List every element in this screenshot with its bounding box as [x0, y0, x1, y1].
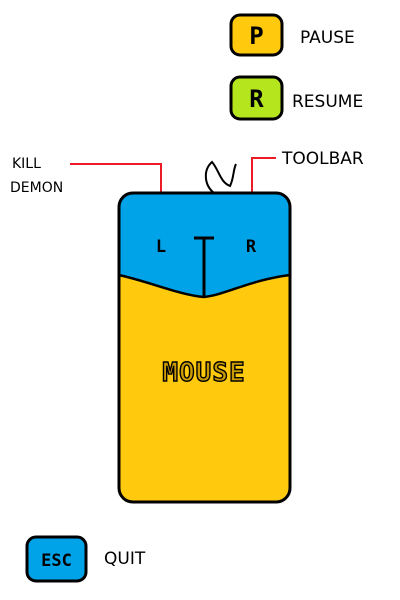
mouse-outline: [117, 191, 292, 504]
toolbar-label: TOOLBAR: [281, 149, 364, 169]
pause-key: [229, 13, 284, 57]
quit-label: QUIT: [104, 549, 146, 569]
right-button-letter: R: [246, 237, 257, 257]
resume-key-group: R RESUME: [229, 75, 363, 121]
pause-key-letter: P: [249, 22, 263, 50]
kill-demon-label-line2: DEMON: [10, 180, 63, 196]
kill-demon-label-line1: KILL: [12, 156, 41, 172]
esc-key: [25, 535, 88, 583]
esc-key-letter: ESC: [41, 551, 72, 571]
mouse: L R MOUSE: [117, 160, 292, 504]
pause-key-group: P PAUSE: [229, 13, 355, 57]
esc-key-group: ESC QUIT: [25, 535, 146, 583]
resume-label: RESUME: [292, 92, 363, 112]
resume-key: [229, 75, 284, 121]
mouse-cable: [204, 160, 237, 194]
left-button-letter: L: [156, 237, 166, 257]
mouse-body: [119, 275, 290, 502]
pause-label: PAUSE: [300, 28, 355, 48]
resume-key-letter: R: [249, 85, 264, 113]
mouse-label: MOUSE: [162, 358, 245, 388]
